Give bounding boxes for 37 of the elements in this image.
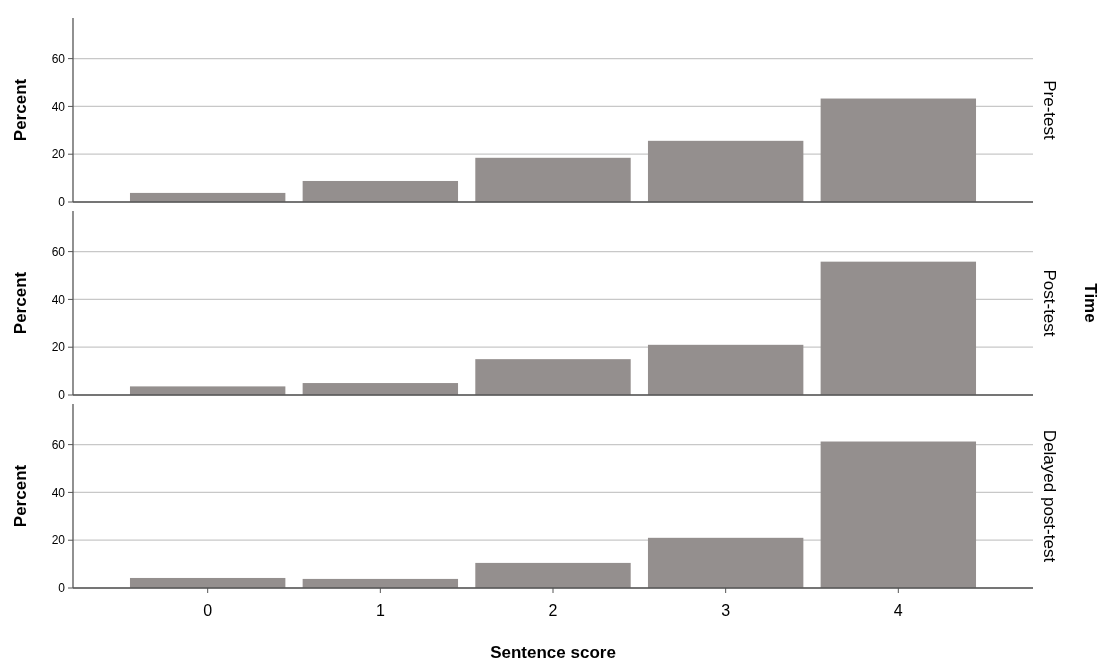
y-axis-title: Percent [11, 464, 30, 528]
bar [302, 180, 459, 202]
y-axis-title: Percent [11, 78, 30, 142]
text: Pre-test [1040, 80, 1059, 141]
y-tick-label: 60 [51, 51, 66, 66]
bar [820, 98, 977, 202]
y-axis-title: Percent [11, 271, 30, 335]
y-tick-label: 0 [58, 388, 66, 403]
x-tick-label: 3 [721, 602, 731, 619]
text: Post-test [1040, 269, 1059, 337]
bar [129, 386, 286, 395]
y-tick-label: 60 [51, 437, 66, 452]
x-tick-label: 1 [375, 602, 385, 619]
y-tick-label: 40 [51, 292, 66, 307]
y-tick-label: 40 [51, 485, 66, 500]
y-tick-label: 0 [58, 581, 66, 596]
bar [647, 537, 804, 588]
y-tick-label: 40 [51, 99, 66, 114]
y-tick-label: 60 [51, 244, 66, 259]
x-axis-title: Sentence score [490, 643, 616, 660]
bar [820, 261, 977, 395]
bar [475, 359, 631, 395]
text: Delayed post-test [1040, 429, 1059, 563]
bar [647, 344, 804, 395]
bar [475, 562, 631, 588]
x-tick-label: 2 [548, 602, 558, 619]
y-tick-label: 20 [51, 533, 66, 548]
bar [302, 383, 459, 395]
bar [820, 441, 977, 588]
y-tick-label: 20 [51, 147, 66, 162]
x-tick-label: 0 [203, 602, 213, 619]
text: Time [1081, 283, 1100, 323]
bar [647, 140, 804, 202]
y-tick-label: 20 [51, 340, 66, 355]
y-tick-label: 0 [58, 195, 66, 210]
bar [475, 157, 631, 202]
x-tick-label: 4 [893, 602, 903, 619]
